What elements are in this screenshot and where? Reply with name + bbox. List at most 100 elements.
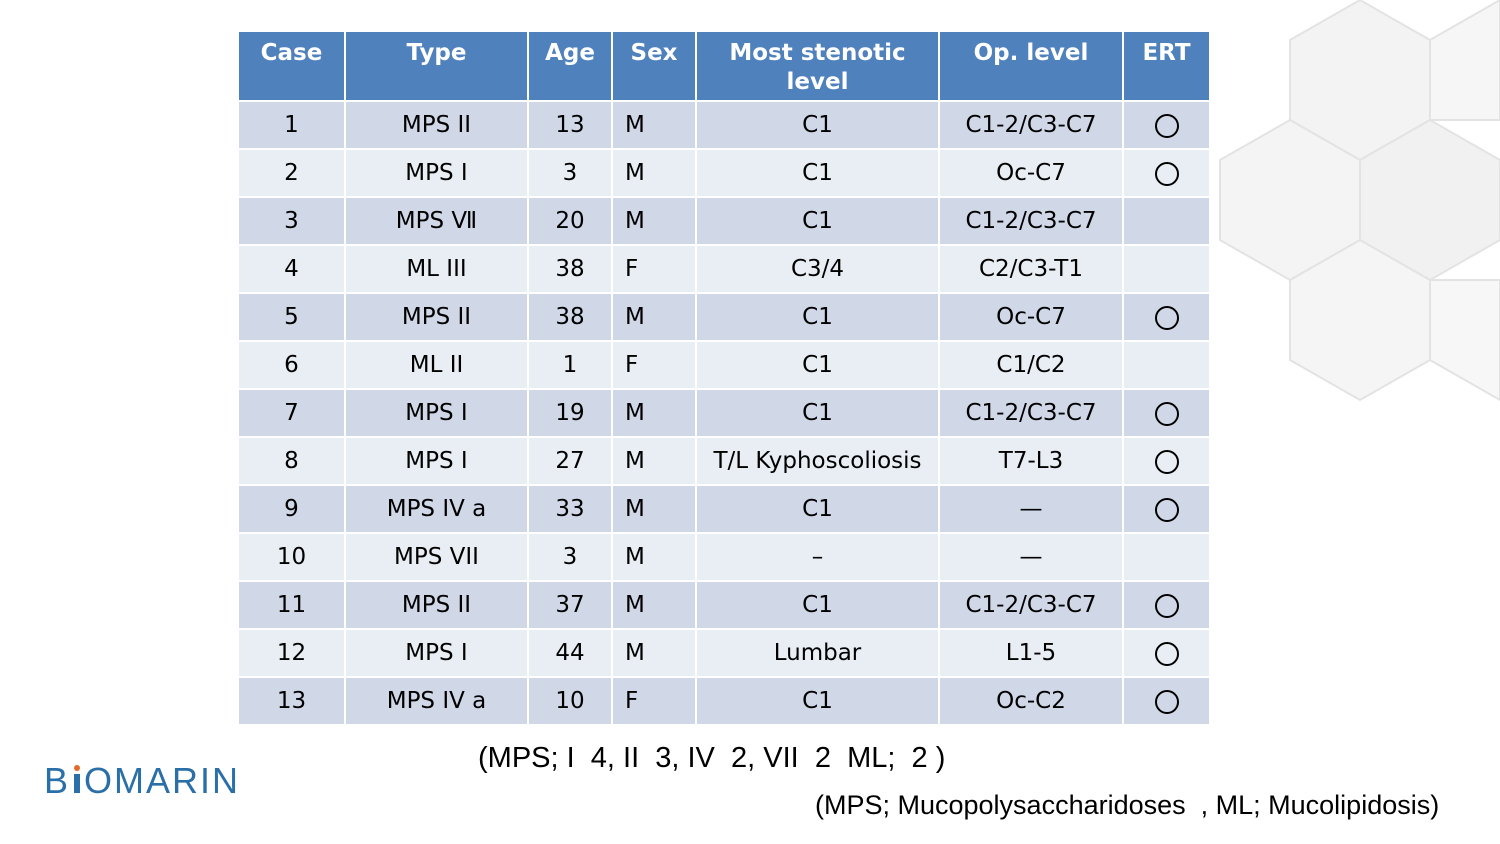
cell-type: MPS IV a: [344, 484, 529, 534]
cell-type: ML II: [344, 340, 529, 390]
svg-text:B: B: [44, 760, 70, 801]
table-row: 12 MPS I 44 M Lumbar L1-5: [237, 628, 1211, 678]
cell-sex: M: [611, 532, 697, 582]
cell-ert: [1122, 436, 1211, 486]
ert-circle-icon: [1154, 497, 1179, 522]
ert-circle-icon: [1154, 449, 1179, 474]
svg-text:OMARIN: OMARIN: [84, 760, 240, 801]
table-row: 9 MPS IV a 33 M C1—: [237, 484, 1211, 534]
cell-case: 2: [237, 148, 346, 198]
table-row: 8 MPS I 27 M T/L Kyphoscoliosis T7-L3: [237, 436, 1211, 486]
cell-case: 4: [237, 244, 346, 294]
cell-age: 10: [527, 676, 613, 726]
cell-most-stenotic-level: C1: [695, 148, 940, 198]
header-age: Age: [527, 30, 613, 102]
cell-op-level: T7-L3: [938, 436, 1124, 486]
cell-op-level: C1-2/C3-C7: [938, 388, 1124, 438]
cell-case: 7: [237, 388, 346, 438]
cell-most-stenotic-level: C1: [695, 580, 940, 630]
cell-most-stenotic-level: C1: [695, 100, 940, 150]
table-row: 2 MPS I 3 M C1 Oc-C7: [237, 148, 1211, 198]
header-type: Type: [344, 30, 529, 102]
cell-sex: F: [611, 676, 697, 726]
cell-op-level: C2/C3-T1: [938, 244, 1124, 294]
table-row: 5 MPS II 38 M C1 Oc-C7: [237, 292, 1211, 342]
logo-mark: B OMARIN: [44, 760, 238, 801]
table-header-row: Case Type Age Sex Most stenotic level Op…: [237, 30, 1211, 102]
cell-sex: M: [611, 436, 697, 486]
cell-age: 3: [527, 532, 613, 582]
cell-most-stenotic-level: C1: [695, 196, 940, 246]
cell-type: ML III: [344, 244, 529, 294]
cell-ert: [1122, 292, 1211, 342]
cell-sex: M: [611, 148, 697, 198]
ert-circle-icon: [1154, 593, 1179, 618]
header-ert: ERT: [1122, 30, 1211, 102]
cell-ert: [1122, 100, 1211, 150]
header-case: Case: [237, 30, 346, 102]
ert-circle-icon: [1154, 689, 1179, 714]
cell-age: 38: [527, 244, 613, 294]
cell-age: 37: [527, 580, 613, 630]
ert-circle-icon: [1154, 401, 1179, 426]
cell-ert: [1122, 388, 1211, 438]
cell-age: 1: [527, 340, 613, 390]
cell-sex: M: [611, 388, 697, 438]
cell-case: 8: [237, 436, 346, 486]
cell-most-stenotic-level: C3/4: [695, 244, 940, 294]
cell-ert: [1122, 532, 1211, 582]
table-row: 7 MPS I 19 M C1 C1-2/C3-C7: [237, 388, 1211, 438]
table-row: 10 MPS VII 3 M – —: [237, 532, 1211, 582]
cell-type: MPS I: [344, 148, 529, 198]
cell-op-level: C1-2/C3-C7: [938, 196, 1124, 246]
cell-case: 3: [237, 196, 346, 246]
biomarin-logo: B OMARIN: [44, 758, 238, 801]
cell-most-stenotic-level: C1: [695, 388, 940, 438]
header-most-stenotic-level: Most stenotic level: [695, 30, 940, 102]
cell-type: MPS I: [344, 628, 529, 678]
cell-age: 3: [527, 148, 613, 198]
cell-op-level: C1/C2: [938, 340, 1124, 390]
cell-ert: [1122, 484, 1211, 534]
cell-op-level: L1-5: [938, 628, 1124, 678]
cell-sex: M: [611, 484, 697, 534]
cell-most-stenotic-level: T/L Kyphoscoliosis: [695, 436, 940, 486]
cell-case: 12: [237, 628, 346, 678]
table-row: 4 ML III 38 F C3/4 C2/C3-T1: [237, 244, 1211, 294]
cell-most-stenotic-level: C1: [695, 292, 940, 342]
cell-op-level: C1-2/C3-C7: [938, 580, 1124, 630]
case-table: Case Type Age Sex Most stenotic level Op…: [237, 30, 1211, 726]
table-body: 1 MPS II 13 M C1 C1-2/C3-C7 2 MPS I 3 M C1 Oc-C7 3 MP…: [237, 100, 1211, 726]
cell-age: 27: [527, 436, 613, 486]
table-row: 11 MPS II 37 M C1 C1-2/C3-C7: [237, 580, 1211, 630]
cell-most-stenotic-level: C1: [695, 340, 940, 390]
cell-type: MPS I: [344, 436, 529, 486]
cell-type: MPS I: [344, 388, 529, 438]
cell-op-level: Oc-C7: [938, 148, 1124, 198]
cell-age: 20: [527, 196, 613, 246]
cell-age: 33: [527, 484, 613, 534]
ert-circle-icon: [1154, 113, 1179, 138]
table-row: 3 MPS Ⅶ 20 M C1 C1-2/C3-C7: [237, 196, 1211, 246]
cell-ert: [1122, 244, 1211, 294]
cell-type: MPS II: [344, 580, 529, 630]
table-row: 13 MPS IV a 10 F C1 Oc-C2: [237, 676, 1211, 726]
table-row: 1 MPS II 13 M C1 C1-2/C3-C7: [237, 100, 1211, 150]
cell-op-level: —: [938, 532, 1124, 582]
cell-type: MPS VII: [344, 532, 529, 582]
cell-sex: M: [611, 292, 697, 342]
ert-circle-icon: [1154, 641, 1179, 666]
cell-case: 10: [237, 532, 346, 582]
cell-ert: [1122, 628, 1211, 678]
cell-op-level: Oc-C7: [938, 292, 1124, 342]
cell-sex: M: [611, 580, 697, 630]
cell-sex: F: [611, 340, 697, 390]
ert-circle-icon: [1154, 305, 1179, 330]
cell-ert: [1122, 148, 1211, 198]
cell-case: 5: [237, 292, 346, 342]
cell-case: 6: [237, 340, 346, 390]
cell-age: 44: [527, 628, 613, 678]
cell-most-stenotic-level: –: [695, 532, 940, 582]
cell-sex: F: [611, 244, 697, 294]
cell-sex: M: [611, 196, 697, 246]
